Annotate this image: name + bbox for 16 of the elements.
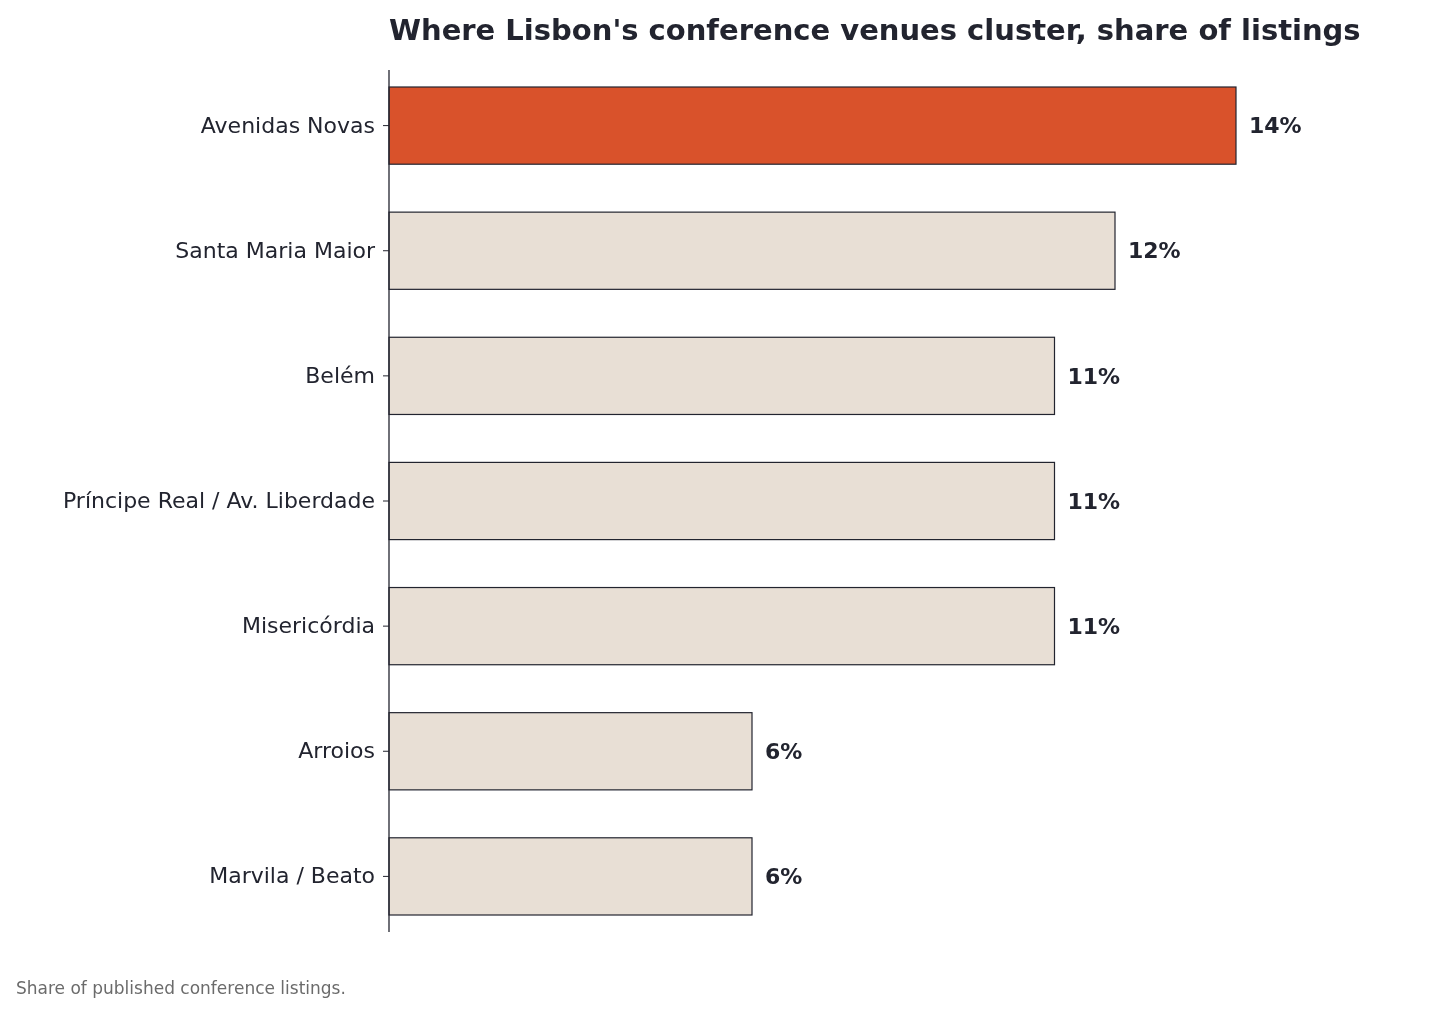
y-tick-label: Marvila / Beato [209, 863, 375, 889]
y-tick-label: Misericórdia [241, 613, 375, 639]
data-label: 11% [1067, 363, 1121, 389]
data-label: 6% [765, 864, 803, 890]
data-label: 14% [1249, 113, 1302, 139]
text: Share of published conference listings. [16, 978, 346, 998]
data-label: 11% [1067, 613, 1121, 639]
y-tick-label: Príncipe Real / Av. Liberdade [62, 488, 375, 514]
data-label: 6% [765, 738, 803, 764]
y-tick-label: Belém [305, 362, 375, 388]
y-tick-label: Arroios [298, 738, 375, 764]
data-label: 11% [1067, 488, 1121, 514]
y-tick-label: Avenidas Novas [200, 112, 375, 138]
chart-title: Where Lisbon's conference venues cluster, share of listings [389, 13, 1361, 47]
data-label: 12% [1128, 238, 1181, 264]
y-tick-label: Santa Maria Maior [175, 237, 376, 263]
